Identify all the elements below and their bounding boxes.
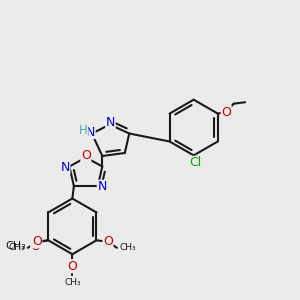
Text: N: N (97, 180, 107, 193)
Text: CH₃: CH₃ (64, 278, 81, 287)
Text: CH₃: CH₃ (5, 241, 26, 251)
Text: O: O (103, 235, 113, 248)
Text: Cl: Cl (189, 156, 201, 170)
Text: O: O (31, 240, 40, 253)
Text: N: N (61, 161, 70, 174)
Text: N: N (86, 125, 95, 139)
Text: N: N (106, 116, 115, 129)
Text: CH₃: CH₃ (120, 243, 136, 252)
Text: CH₃: CH₃ (8, 243, 25, 252)
Text: O: O (32, 235, 42, 248)
Text: H: H (79, 124, 88, 137)
Text: O: O (81, 149, 91, 162)
Text: O: O (68, 260, 77, 273)
Text: O: O (221, 106, 231, 118)
